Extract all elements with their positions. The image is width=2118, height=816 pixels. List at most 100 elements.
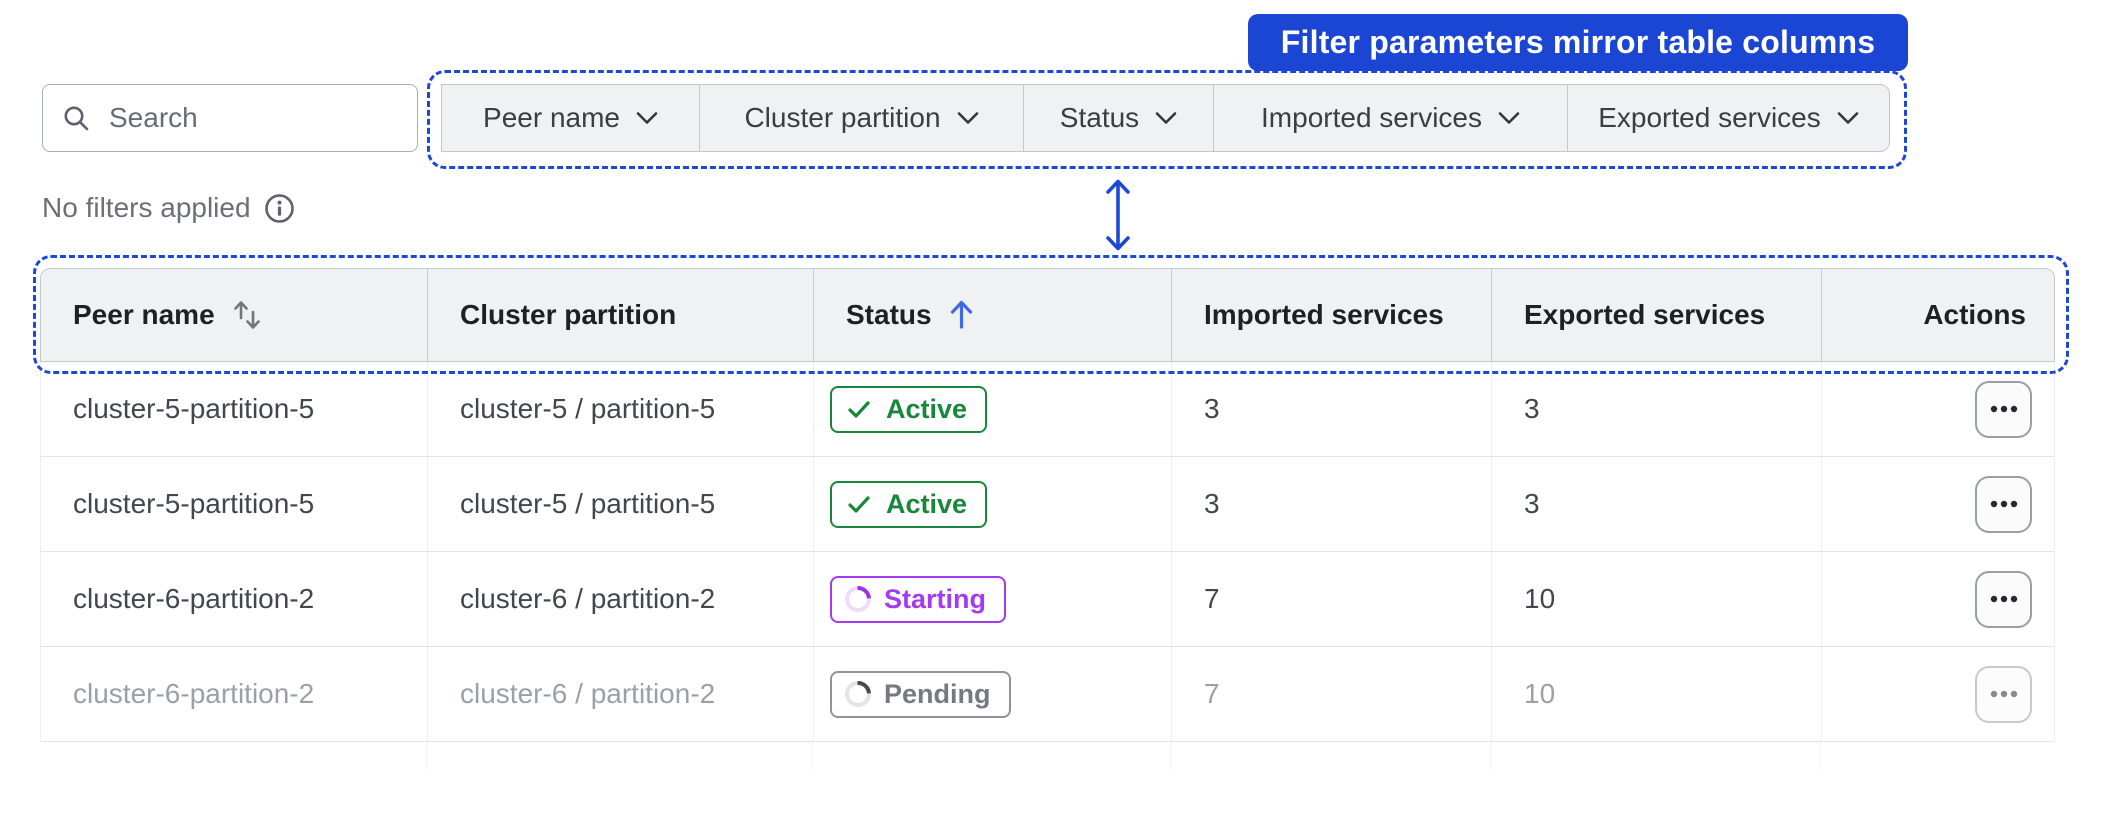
mapping-arrow	[1106, 179, 1130, 251]
cell-actions	[1821, 552, 2056, 646]
row-actions-button[interactable]	[1975, 570, 2032, 628]
cell-status: Starting	[813, 552, 1171, 646]
exported-services-count: 10	[1524, 678, 1556, 709]
row-actions-button[interactable]	[1975, 665, 2032, 723]
status-label: Active	[886, 488, 968, 519]
table-row: cluster-5-partition-5 cluster-5 / partit…	[41, 457, 2054, 552]
ellipsis-icon	[1990, 500, 2017, 508]
search-box	[42, 84, 418, 152]
column-header-status[interactable]: Status	[813, 269, 1171, 361]
chevron-down-icon	[1155, 112, 1177, 124]
chevron-down-icon	[1837, 112, 1859, 124]
cell-cluster-partition: cluster-5 / partition-5	[427, 362, 813, 456]
table-row: cluster-6-partition-2 cluster-6 / partit…	[41, 552, 2054, 647]
annotation-callout: Filter parameters mirror table columns	[1248, 14, 1908, 71]
column-label: Exported services	[1524, 299, 1766, 330]
chevron-down-icon	[957, 112, 978, 124]
row-actions-button[interactable]	[1975, 380, 2032, 438]
search-icon	[64, 106, 89, 131]
imported-services-count: 3	[1204, 488, 1220, 519]
table-row: cluster-6-partition-2 cluster-6 / partit…	[41, 647, 2054, 742]
exported-services-count: 3	[1524, 393, 1540, 424]
cluster-partition-text: cluster-6 / partition-2	[460, 678, 716, 709]
filter-dropdown-label: Peer name	[483, 102, 620, 133]
cell-exported-services: 10	[1491, 647, 1821, 741]
filter-dropdown-label: Exported services	[1598, 102, 1821, 133]
status-badge: Active	[830, 480, 988, 528]
cell-exported-services: 3	[1491, 362, 1821, 456]
cell-actions	[1821, 457, 2056, 551]
cell-status	[812, 742, 1170, 770]
column-label: Imported services	[1204, 299, 1444, 330]
table-body: cluster-5-partition-5 cluster-5 / partit…	[40, 362, 2055, 742]
annotation-callout-label: Filter parameters mirror table columns	[1280, 24, 1876, 60]
cell-imported-services	[1170, 742, 1490, 770]
info-icon[interactable]	[264, 193, 295, 224]
cell-imported-services: 3	[1171, 362, 1491, 456]
filter-dropdown-cluster-partition[interactable]: Cluster partition	[699, 85, 1023, 151]
cluster-partition-text: cluster-5 / partition-5	[460, 393, 716, 424]
sort-asc-arrow-icon	[950, 300, 972, 329]
filter-dropdown-label: Cluster partition	[744, 102, 941, 133]
column-header-actions: Actions	[1821, 269, 2056, 361]
filter-dropdown-peer-name[interactable]: Peer name	[442, 85, 699, 151]
check-icon	[845, 395, 873, 423]
column-header-imported-services: Imported services	[1171, 269, 1491, 361]
status-badge: Pending	[830, 670, 1011, 718]
table-row: cluster-5-partition-5 cluster-5 / partit…	[41, 362, 2054, 457]
peer-name-text: cluster-5-partition-5	[73, 393, 315, 424]
cluster-partition-text: cluster-5 / partition-5	[460, 488, 716, 519]
cell-actions	[1821, 362, 2056, 456]
cell-peer-name	[40, 742, 426, 770]
peer-name-text: cluster-6-partition-2	[73, 583, 315, 614]
peerings-table: Peer name Cluster partition Status Impor…	[40, 268, 2055, 770]
peer-name-text: cluster-6-partition-2	[73, 678, 315, 709]
cell-peer-name: cluster-5-partition-5	[41, 362, 427, 456]
filter-bar: Peer name Cluster partition Status Impor…	[441, 84, 1890, 152]
filter-dropdown-label: Status	[1059, 102, 1140, 133]
filter-dropdown-label: Imported services	[1261, 102, 1482, 133]
cell-peer-name: cluster-5-partition-5	[41, 457, 427, 551]
cell-actions	[1821, 647, 2056, 741]
imported-services-count: 7	[1204, 583, 1220, 614]
status-label: Active	[886, 393, 968, 424]
cell-peer-name: cluster-6-partition-2	[41, 647, 427, 741]
ellipsis-icon	[1990, 595, 2017, 603]
chevron-down-icon	[636, 112, 658, 124]
table-header: Peer name Cluster partition Status Impor…	[40, 268, 2055, 362]
search-input[interactable]	[107, 101, 399, 135]
cell-cluster-partition	[426, 742, 812, 770]
cell-cluster-partition: cluster-6 / partition-2	[427, 552, 813, 646]
cell-cluster-partition: cluster-6 / partition-2	[427, 647, 813, 741]
filter-dropdown-imported-services[interactable]: Imported services	[1213, 85, 1567, 151]
row-actions-button[interactable]	[1975, 475, 2032, 533]
status-badge: Active	[830, 385, 988, 433]
ellipsis-icon	[1990, 690, 2017, 698]
exported-services-count: 3	[1524, 488, 1540, 519]
column-header-exported-services: Exported services	[1491, 269, 1821, 361]
column-header-peer-name[interactable]: Peer name	[41, 269, 427, 361]
cell-peer-name: cluster-6-partition-2	[41, 552, 427, 646]
cell-status: Pending	[813, 647, 1171, 741]
filter-dropdown-status[interactable]: Status	[1023, 85, 1213, 151]
cell-exported-services: 3	[1491, 457, 1821, 551]
column-label: Peer name	[73, 299, 215, 330]
cell-exported-services: 10	[1491, 552, 1821, 646]
cell-exported-services	[1490, 742, 1820, 770]
chevron-down-icon	[1498, 112, 1520, 124]
column-label: Actions	[1923, 299, 2026, 330]
cell-imported-services: 3	[1171, 457, 1491, 551]
ellipsis-icon	[1990, 405, 2017, 413]
filter-highlight-outline	[427, 70, 1907, 169]
cell-cluster-partition: cluster-5 / partition-5	[427, 457, 813, 551]
table-header-highlight-outline	[33, 255, 2069, 374]
filter-dropdown-exported-services[interactable]: Exported services	[1567, 85, 1889, 151]
status-badge: Starting	[830, 575, 1007, 623]
cell-imported-services: 7	[1171, 552, 1491, 646]
imported-services-count: 7	[1204, 678, 1220, 709]
exported-services-count: 10	[1524, 583, 1556, 614]
cell-imported-services: 7	[1171, 647, 1491, 741]
column-header-cluster-partition: Cluster partition	[427, 269, 813, 361]
status-label: Pending	[884, 678, 991, 709]
